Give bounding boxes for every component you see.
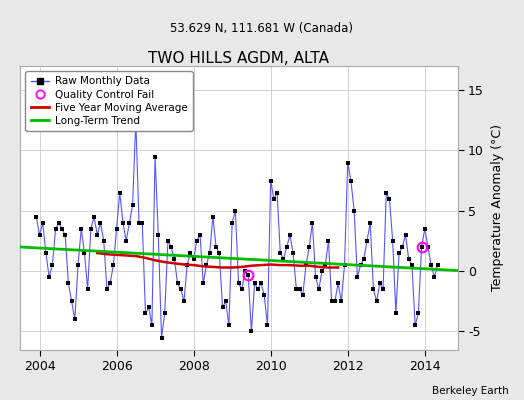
Legend: Raw Monthly Data, Quality Control Fail, Five Year Moving Average, Long-Term Tren: Raw Monthly Data, Quality Control Fail, …: [26, 71, 193, 131]
Y-axis label: Temperature Anomaly (°C): Temperature Anomaly (°C): [491, 124, 504, 291]
Title: TWO HILLS AGDM, ALTA: TWO HILLS AGDM, ALTA: [148, 51, 330, 66]
Text: 53.629 N, 111.681 W (Canada): 53.629 N, 111.681 W (Canada): [170, 22, 354, 35]
Text: Berkeley Earth: Berkeley Earth: [432, 386, 508, 396]
